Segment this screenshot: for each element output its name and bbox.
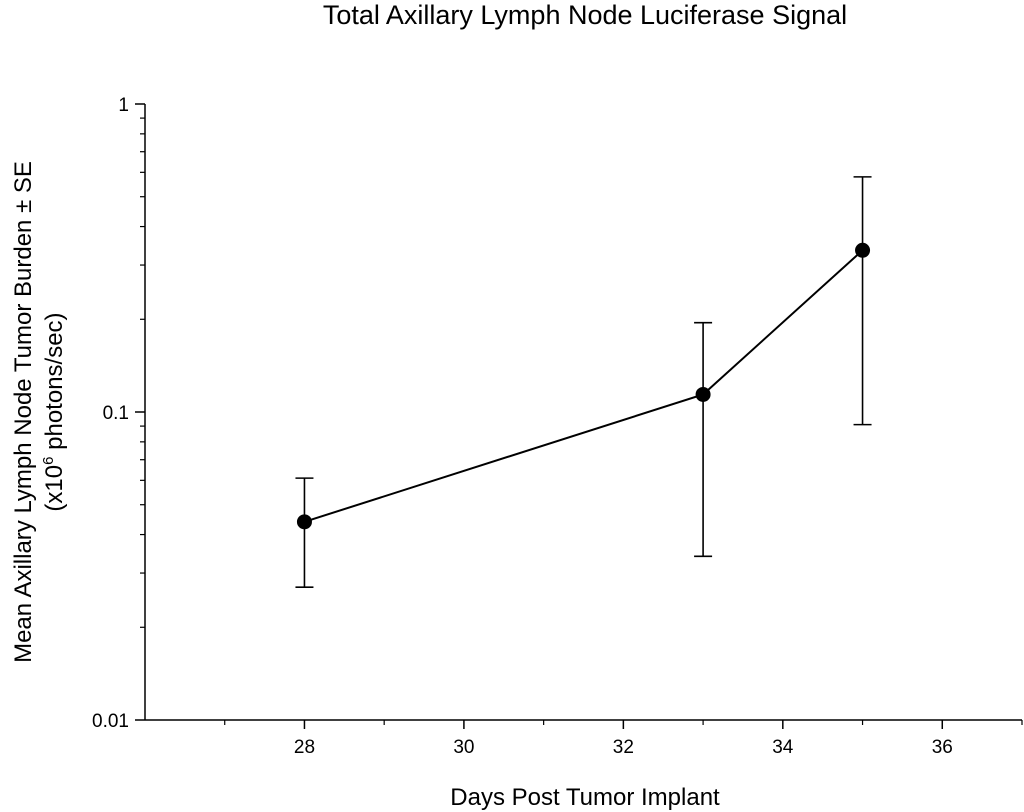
y-tick-label: 0.01 [92,711,129,732]
x-ticks: 28 30 32 34 36 [224,720,1023,758]
x-tick-label: 36 [932,737,953,758]
y-axis-title-exponent: 6 [40,457,57,465]
y-axis-title-suffix: photons/sec) [41,312,68,456]
y-tick-label: 1 [118,95,129,116]
axes [144,104,1022,721]
markers [296,242,871,530]
y-ticks: 0.01 0.1 1 [92,95,145,732]
error-bars [295,176,872,588]
y-axis-title-line1: Mean Axillary Lymph Node Tumor Burden ± … [10,161,37,663]
data-point [855,242,871,258]
data-point [695,386,711,402]
y-axis-title-line2: (x106 photons/sec) [40,312,68,511]
plot-area [295,176,872,588]
series-line [304,249,864,523]
chart-title: Total Axillary Lymph Node Luciferase Sig… [323,0,847,30]
x-tick-label: 28 [294,737,315,758]
data-point [296,514,312,530]
y-axis-title-prefix: (x10 [41,465,68,512]
x-tick-label: 32 [613,737,634,758]
x-axis-title: Days Post Tumor Implant [450,784,720,811]
x-tick-label: 34 [772,737,794,758]
y-minor-ticks [140,117,145,628]
y-tick-label: 0.1 [103,403,129,424]
x-tick-label: 30 [453,737,474,758]
